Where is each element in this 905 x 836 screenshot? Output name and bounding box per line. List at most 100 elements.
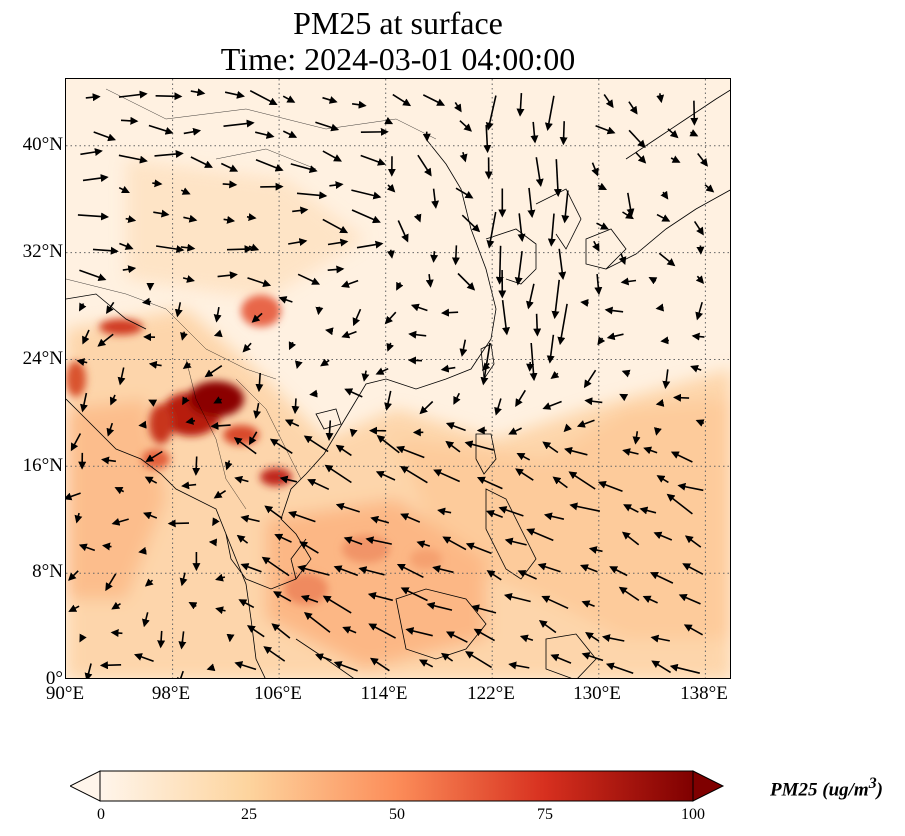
wind-arrow (432, 565, 454, 574)
wind-arrow (333, 565, 359, 577)
wind-arrow (234, 475, 249, 484)
wind-arrow (682, 563, 704, 575)
wind-arrow (655, 303, 665, 312)
wind-arrow (601, 634, 625, 642)
wind-arrow (430, 251, 439, 263)
wind-arrow (653, 427, 662, 436)
wind-arrow (167, 519, 190, 528)
wind-arrow (623, 504, 639, 513)
wind-arrow (125, 215, 137, 224)
wind-arrow (392, 93, 412, 107)
wind-arrow (542, 400, 562, 410)
wind-arrow (223, 119, 255, 128)
wind-arrow (152, 179, 163, 188)
wind-arrow (605, 662, 634, 675)
wind-arrow (544, 95, 555, 131)
wind-arrow (408, 356, 423, 365)
borders (66, 88, 437, 510)
wind-arrow (442, 536, 467, 551)
wind-arrow (530, 121, 539, 144)
plot-title-line1: PM25 at surface (293, 5, 503, 41)
wind-arrow (581, 652, 604, 662)
wind-arrow (114, 487, 125, 495)
wind-arrow (527, 187, 536, 218)
wind-arrow (351, 209, 381, 224)
wind-arrow (182, 361, 192, 370)
wind-arrow (282, 130, 298, 138)
wind-arrow (651, 660, 672, 674)
lat-tick-label: 16°N (22, 455, 63, 476)
wind-arrow (118, 154, 148, 164)
wind-arrow (441, 308, 459, 317)
wind-arrow (618, 253, 627, 266)
wind-arrow (619, 393, 629, 402)
lat-tick-label: 24°N (22, 348, 63, 369)
wind-arrow (356, 240, 384, 249)
wind-arrow (110, 629, 123, 637)
wind-arrow (307, 478, 330, 491)
wind-arrow (666, 493, 693, 515)
lon-tick-label: 90°E (45, 683, 85, 704)
wind-arrow (667, 128, 679, 139)
wind-arrow (581, 600, 595, 608)
wind-arrow (399, 465, 428, 484)
wind-arrow (535, 157, 544, 187)
wind-arrow (335, 502, 360, 513)
wind-arrow (416, 540, 431, 549)
wind-arrow (486, 509, 503, 519)
wind-arrow (213, 329, 223, 338)
wind-arrow (141, 612, 150, 628)
wind-arrow (433, 469, 461, 483)
wind-arrow (340, 279, 359, 288)
wind-arrow (483, 124, 492, 154)
lon-tick-label: 106°E (254, 683, 302, 704)
wind-arrow (322, 218, 349, 234)
wind-arrow (79, 633, 87, 643)
wind-arrow (144, 476, 158, 484)
wind-arrow (690, 365, 702, 373)
wind-arrow (118, 90, 148, 99)
wind-arrow (473, 628, 495, 642)
wind-arrow (422, 94, 446, 106)
wind-arrow (632, 431, 641, 445)
wind-arrow (459, 339, 468, 357)
wind-arrow (691, 332, 705, 341)
wind-arrow (133, 653, 154, 662)
colorbar-gradient (99, 770, 694, 802)
wind-arrow (410, 303, 428, 312)
wind-arrow (144, 578, 154, 587)
wind-arrow (102, 542, 112, 551)
wind-arrow (274, 533, 292, 543)
wind-arrow (656, 93, 665, 104)
wind-arrow (529, 342, 538, 382)
wind-arrow (557, 303, 568, 346)
wind-arrow (595, 125, 616, 135)
wind-arrow (693, 220, 704, 236)
wind-arrow (213, 306, 222, 323)
wind-arrow (190, 156, 213, 168)
wind-arrow (622, 448, 639, 456)
wind-arrow (297, 564, 330, 576)
colorbar-extend-max (692, 770, 725, 802)
wind-arrow (367, 592, 393, 602)
wind-arrow (269, 438, 293, 454)
wind-arrow (386, 183, 396, 193)
wind-arrow (643, 446, 658, 455)
wind-arrow (485, 95, 497, 131)
wind-arrow (649, 572, 674, 584)
wind-arrow (77, 212, 109, 221)
wind-arrow (212, 517, 220, 527)
wind-arrow (242, 342, 252, 353)
wind-arrow (569, 502, 601, 512)
wind-arrow (224, 90, 245, 99)
wind-vectors (66, 88, 715, 678)
wind-arrow (99, 661, 122, 670)
wind-arrow (322, 595, 352, 614)
wind-arrow (561, 190, 570, 224)
wind-arrow (213, 490, 227, 499)
wind-arrow (622, 211, 634, 220)
wind-arrow (543, 512, 565, 521)
wind-arrow (695, 419, 705, 427)
wind-arrow (174, 302, 183, 318)
wind-arrow (273, 591, 292, 602)
